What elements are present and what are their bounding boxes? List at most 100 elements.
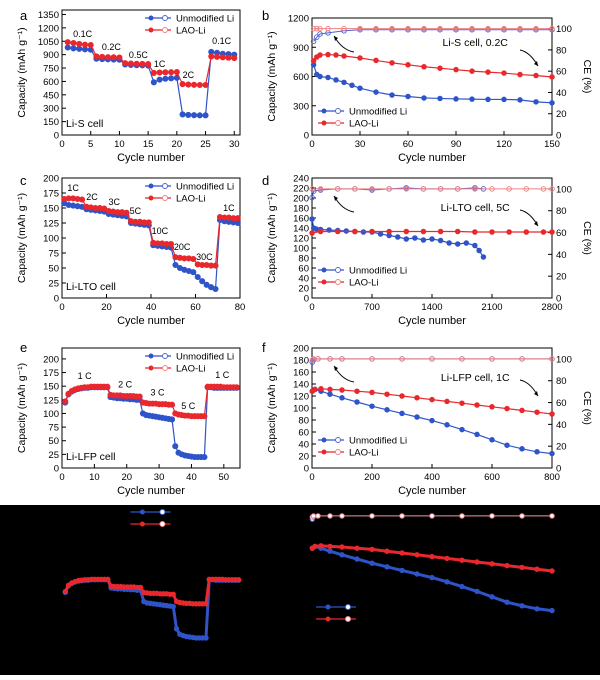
- arrow-right-head: [534, 221, 538, 226]
- ce-point: [310, 25, 317, 32]
- ce-point: [485, 25, 491, 32]
- band-point: [339, 513, 345, 519]
- data-point: [317, 52, 323, 58]
- y-right-tick-label: 80: [556, 45, 567, 56]
- y-tick-label: 100: [293, 244, 309, 255]
- data-point: [549, 450, 555, 457]
- data-point: [354, 388, 360, 394]
- ce-point: [454, 186, 461, 192]
- y-axis-label: Capacity (mAh g⁻¹): [266, 363, 278, 453]
- data-point: [78, 196, 86, 203]
- data-point: [81, 41, 89, 48]
- data-point: [534, 409, 540, 415]
- rate-label: 10C: [152, 226, 169, 236]
- data-point: [369, 228, 375, 235]
- band-series-line: [63, 578, 239, 640]
- band-point: [369, 560, 375, 566]
- y-tick-label: 300: [43, 104, 59, 115]
- data-point: [168, 401, 176, 408]
- x-axis-label: Cycle number: [117, 485, 185, 497]
- data-point: [437, 228, 444, 235]
- legend-label-lao: LAO-Li: [349, 448, 379, 459]
- x-axis-label: Cycle number: [117, 315, 185, 327]
- ce-point: [310, 38, 317, 45]
- y-tick-label: 150: [43, 117, 59, 128]
- data-point: [405, 62, 411, 68]
- ce-point: [453, 25, 459, 32]
- data-point: [139, 60, 146, 67]
- legend-marker-open: [335, 267, 341, 273]
- ce-point: [314, 25, 320, 32]
- data-point: [191, 81, 198, 88]
- y-tick-label: 120: [293, 234, 309, 245]
- legend-marker-open: [335, 279, 341, 285]
- y-tick-label: 100: [293, 404, 309, 415]
- data-point: [469, 96, 475, 102]
- ce-point: [549, 186, 555, 192]
- x-tick-label: 10: [89, 472, 100, 483]
- panel-b: b0 30 60 90 120 15003006009001200020406080100…: [262, 8, 593, 164]
- panel-a: a0 5 10 15 20 25 30015030045060075090010501200…: [16, 8, 241, 164]
- legend-label-lao: LAO-Li: [176, 194, 206, 205]
- y-tick-label: 0: [54, 294, 59, 305]
- ce-point: [317, 186, 324, 192]
- data-point: [414, 395, 420, 401]
- arrow-right-head: [534, 61, 538, 66]
- data-point: [463, 240, 470, 246]
- y-tick-label: 100: [43, 409, 59, 420]
- data-point: [327, 386, 333, 393]
- data-point: [534, 449, 540, 455]
- rate-label: 2C: [183, 70, 195, 80]
- band-point: [327, 543, 333, 550]
- legend-marker-open: [162, 195, 168, 201]
- y-tick-label: 25: [48, 450, 59, 461]
- panel-d: d0 700 1400 2100 280002040608010012014016018…: [262, 173, 593, 327]
- panel-letter: c: [20, 173, 27, 188]
- y-right-tick-label: 100: [556, 24, 572, 35]
- data-point: [403, 236, 410, 242]
- cell-label: Li-LFP cell, 1C: [441, 372, 510, 384]
- ce-point: [339, 356, 345, 362]
- data-point: [179, 111, 186, 118]
- data-point: [339, 387, 345, 393]
- data-point: [506, 229, 512, 235]
- data-point: [485, 69, 491, 75]
- ce-point: [501, 25, 507, 32]
- x-tick-label: 0: [309, 139, 314, 150]
- y-tick-label: 1200: [38, 23, 59, 34]
- rate-label: 0.5C: [129, 50, 149, 60]
- data-point: [403, 228, 410, 235]
- data-point: [76, 45, 83, 52]
- data-point: [429, 417, 435, 424]
- data-point: [373, 89, 379, 95]
- y-tick-label: 40: [298, 274, 309, 285]
- data-point: [162, 75, 169, 82]
- cell-label: Li-LTO cell: [66, 281, 116, 293]
- y-right-tick-label: 20: [556, 272, 567, 283]
- y-tick-label: 600: [293, 72, 309, 83]
- data-point: [459, 426, 465, 433]
- data-point: [310, 58, 317, 64]
- y-tick-label: 750: [43, 64, 59, 75]
- data-point: [168, 75, 175, 82]
- band-point: [429, 553, 435, 560]
- band-legend-marker: [139, 521, 145, 527]
- y-tick-label: 150: [43, 204, 59, 215]
- legend-marker-open: [162, 183, 168, 189]
- y-tick-label: 200: [43, 174, 59, 185]
- x-tick-label: 120: [496, 139, 512, 150]
- legend-marker-open: [335, 449, 341, 455]
- legend-label-lao: LAO-Li: [349, 278, 379, 289]
- ce-point: [386, 186, 392, 192]
- legend-label-lao: LAO-Li: [176, 26, 206, 37]
- ce-point: [437, 186, 444, 192]
- plot-frame: [311, 17, 553, 136]
- y-tick-label: 200: [293, 344, 309, 355]
- data-point: [341, 79, 347, 86]
- data-point: [474, 431, 480, 438]
- data-point: [150, 79, 157, 86]
- data-point: [334, 228, 341, 235]
- band-point: [354, 556, 360, 562]
- band-point: [489, 594, 495, 600]
